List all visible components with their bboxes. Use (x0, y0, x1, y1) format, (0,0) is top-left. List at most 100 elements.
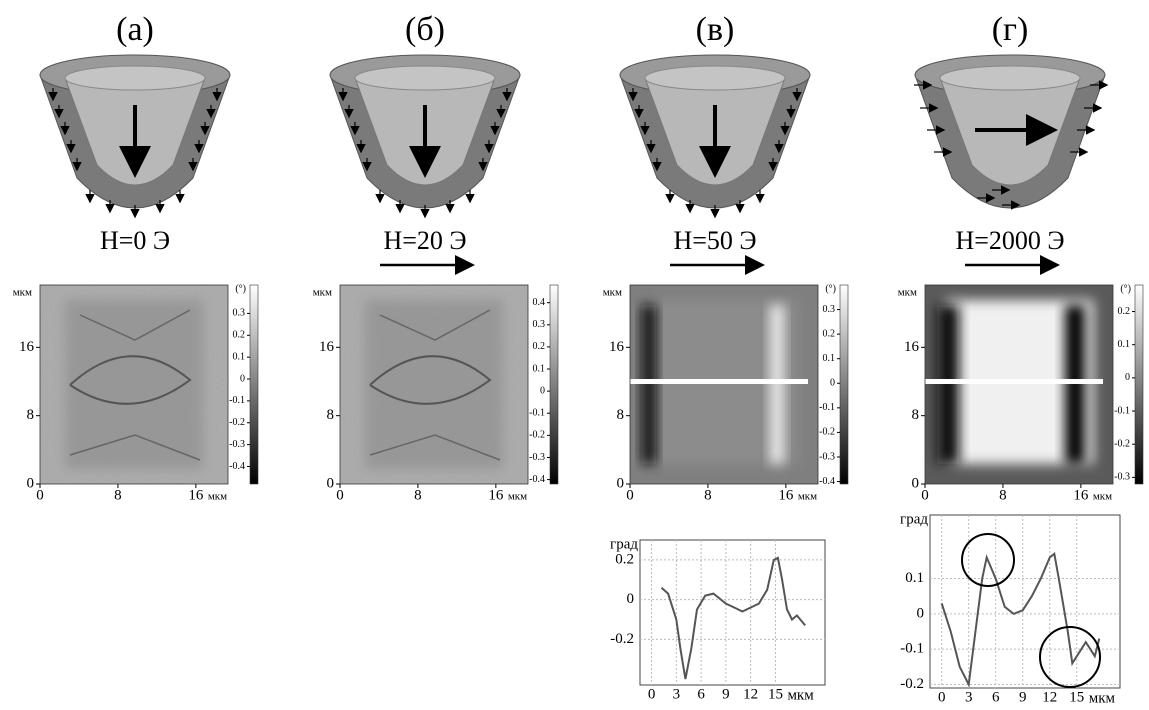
y-tick-label: 0 (27, 475, 35, 491)
colorbar-tick-label: -0.3 (1114, 472, 1130, 483)
domain-region (365, 300, 503, 469)
panel-label: (а) (116, 11, 154, 48)
panel-label: (г) (992, 11, 1029, 48)
x-tick-label: 12 (1042, 689, 1057, 705)
x-tick-label: 9 (722, 686, 730, 702)
y-tick-label: 8 (327, 407, 335, 423)
colorbar-tick-label: -0.1 (1114, 405, 1130, 416)
x-tick-label: 16 (778, 487, 794, 503)
x-unit: мкм (208, 491, 227, 503)
colorbar-tick-label: -0.3 (529, 452, 545, 463)
afm-image (630, 285, 818, 484)
x-tick-label: 0 (336, 487, 344, 503)
x-tick-label: 3 (673, 686, 681, 702)
y-unit: мкм (898, 287, 917, 299)
y-tick-label: 8 (617, 407, 625, 423)
y-tick-label: 8 (27, 407, 35, 423)
domain-wall (69, 355, 192, 405)
colorbar-tick-label: -0.4 (529, 474, 545, 485)
colorbar (1134, 284, 1144, 485)
colorbar-tick-label: 0 (540, 385, 545, 396)
x-axis-label: мкм (1089, 690, 1116, 705)
colorbar-tick-label: 0.1 (823, 353, 836, 364)
image-frame (924, 284, 1114, 485)
dark-stripe (937, 305, 959, 464)
colorbar-tick-label: -0.2 (819, 427, 835, 438)
colorbar-tick-label: 0.1 (1118, 339, 1131, 350)
plot-area (929, 514, 1121, 689)
panel-label: (б) (405, 11, 445, 48)
x-tick-label: 16 (188, 487, 204, 503)
x-tick-label: 16 (1073, 487, 1089, 503)
colorbar-tick-label: -0.1 (529, 408, 545, 419)
colorbar-unit: (°) (235, 283, 246, 294)
y-tick-label: 0.1 (905, 570, 924, 586)
y-tick-label: 16 (19, 339, 35, 355)
y-tick-label: 0 (912, 475, 920, 491)
cup-inner-rim (939, 65, 1081, 91)
image-frame (339, 284, 529, 485)
cup-inner-rim (64, 65, 206, 91)
image-frame (629, 284, 819, 485)
y-tick-label: 0 (917, 605, 925, 621)
cup-inner-rim (354, 65, 496, 91)
field-label: H=2000 Э (955, 226, 1064, 255)
profile-curve (660, 556, 806, 680)
colorbar-tick-label: 0.4 (533, 297, 546, 308)
colorbar-tick-label: 0 (830, 378, 835, 389)
colorbar-tick-label: 0 (1125, 372, 1130, 383)
y-unit: мкм (13, 287, 32, 299)
x-tick-label: 0 (938, 689, 946, 705)
colorbar-tick-label: 0.1 (533, 363, 546, 374)
y-unit: мкм (313, 287, 332, 299)
colorbar-tick-label: 0.3 (823, 304, 836, 315)
colorbar-tick-label: 0.1 (233, 351, 246, 362)
y-tick-label: 8 (912, 407, 920, 423)
x-tick-label: 6 (992, 689, 1000, 705)
highlight-circle (1039, 626, 1101, 688)
colorbar-tick-label: 0.3 (233, 308, 246, 319)
colorbar-unit: (°) (825, 283, 836, 294)
dark-stripe (642, 305, 656, 464)
domain-wall (69, 309, 201, 461)
y-tick-label: 0.2 (615, 551, 634, 567)
y-tick-label: 16 (904, 339, 920, 355)
x-unit: мкм (798, 491, 817, 503)
y-tick-label: 0 (327, 475, 335, 491)
x-tick-label: 8 (114, 487, 122, 503)
colorbar (549, 284, 559, 485)
highlight-circle (961, 533, 1015, 587)
colorbar-tick-label: -0.2 (1114, 438, 1130, 449)
field-label: H=0 Э (100, 226, 170, 255)
profile-curve (940, 551, 1101, 688)
x-tick-label: 12 (743, 686, 758, 702)
y-axis-label: град (900, 511, 928, 527)
afm-image (925, 285, 1113, 484)
colorbar-unit: (°) (1120, 283, 1131, 294)
panel-label: (в) (696, 11, 735, 48)
x-axis-label: мкм (787, 687, 814, 703)
colorbar-tick-label: -0.2 (229, 417, 245, 428)
y-tick-label: 16 (609, 339, 625, 355)
y-axis-label: град (610, 536, 638, 552)
colorbar-tick-label: -0.3 (819, 451, 835, 462)
colorbar-tick-label: -0.1 (229, 395, 245, 406)
cup-inner-rim (644, 65, 786, 91)
plot-area (639, 539, 826, 686)
afm-image (40, 285, 228, 484)
y-tick-label: 0 (617, 475, 625, 491)
x-tick-label: 15 (1069, 689, 1084, 705)
colorbar-tick-label: -0.4 (819, 476, 835, 487)
x-unit: мкм (1093, 491, 1112, 503)
colorbar-tick-label: 0.2 (533, 341, 546, 352)
field-label: H=50 Э (673, 226, 756, 255)
y-unit: мкм (603, 287, 622, 299)
image-frame (39, 284, 229, 485)
y-tick-label: -0.2 (900, 676, 924, 692)
colorbar-tick-label: 0.2 (823, 328, 836, 339)
bright-stripe (770, 305, 784, 464)
colorbar-tick-label: 0.2 (1118, 306, 1131, 317)
colorbar-tick-label: -0.1 (819, 402, 835, 413)
x-tick-label: 8 (704, 487, 712, 503)
